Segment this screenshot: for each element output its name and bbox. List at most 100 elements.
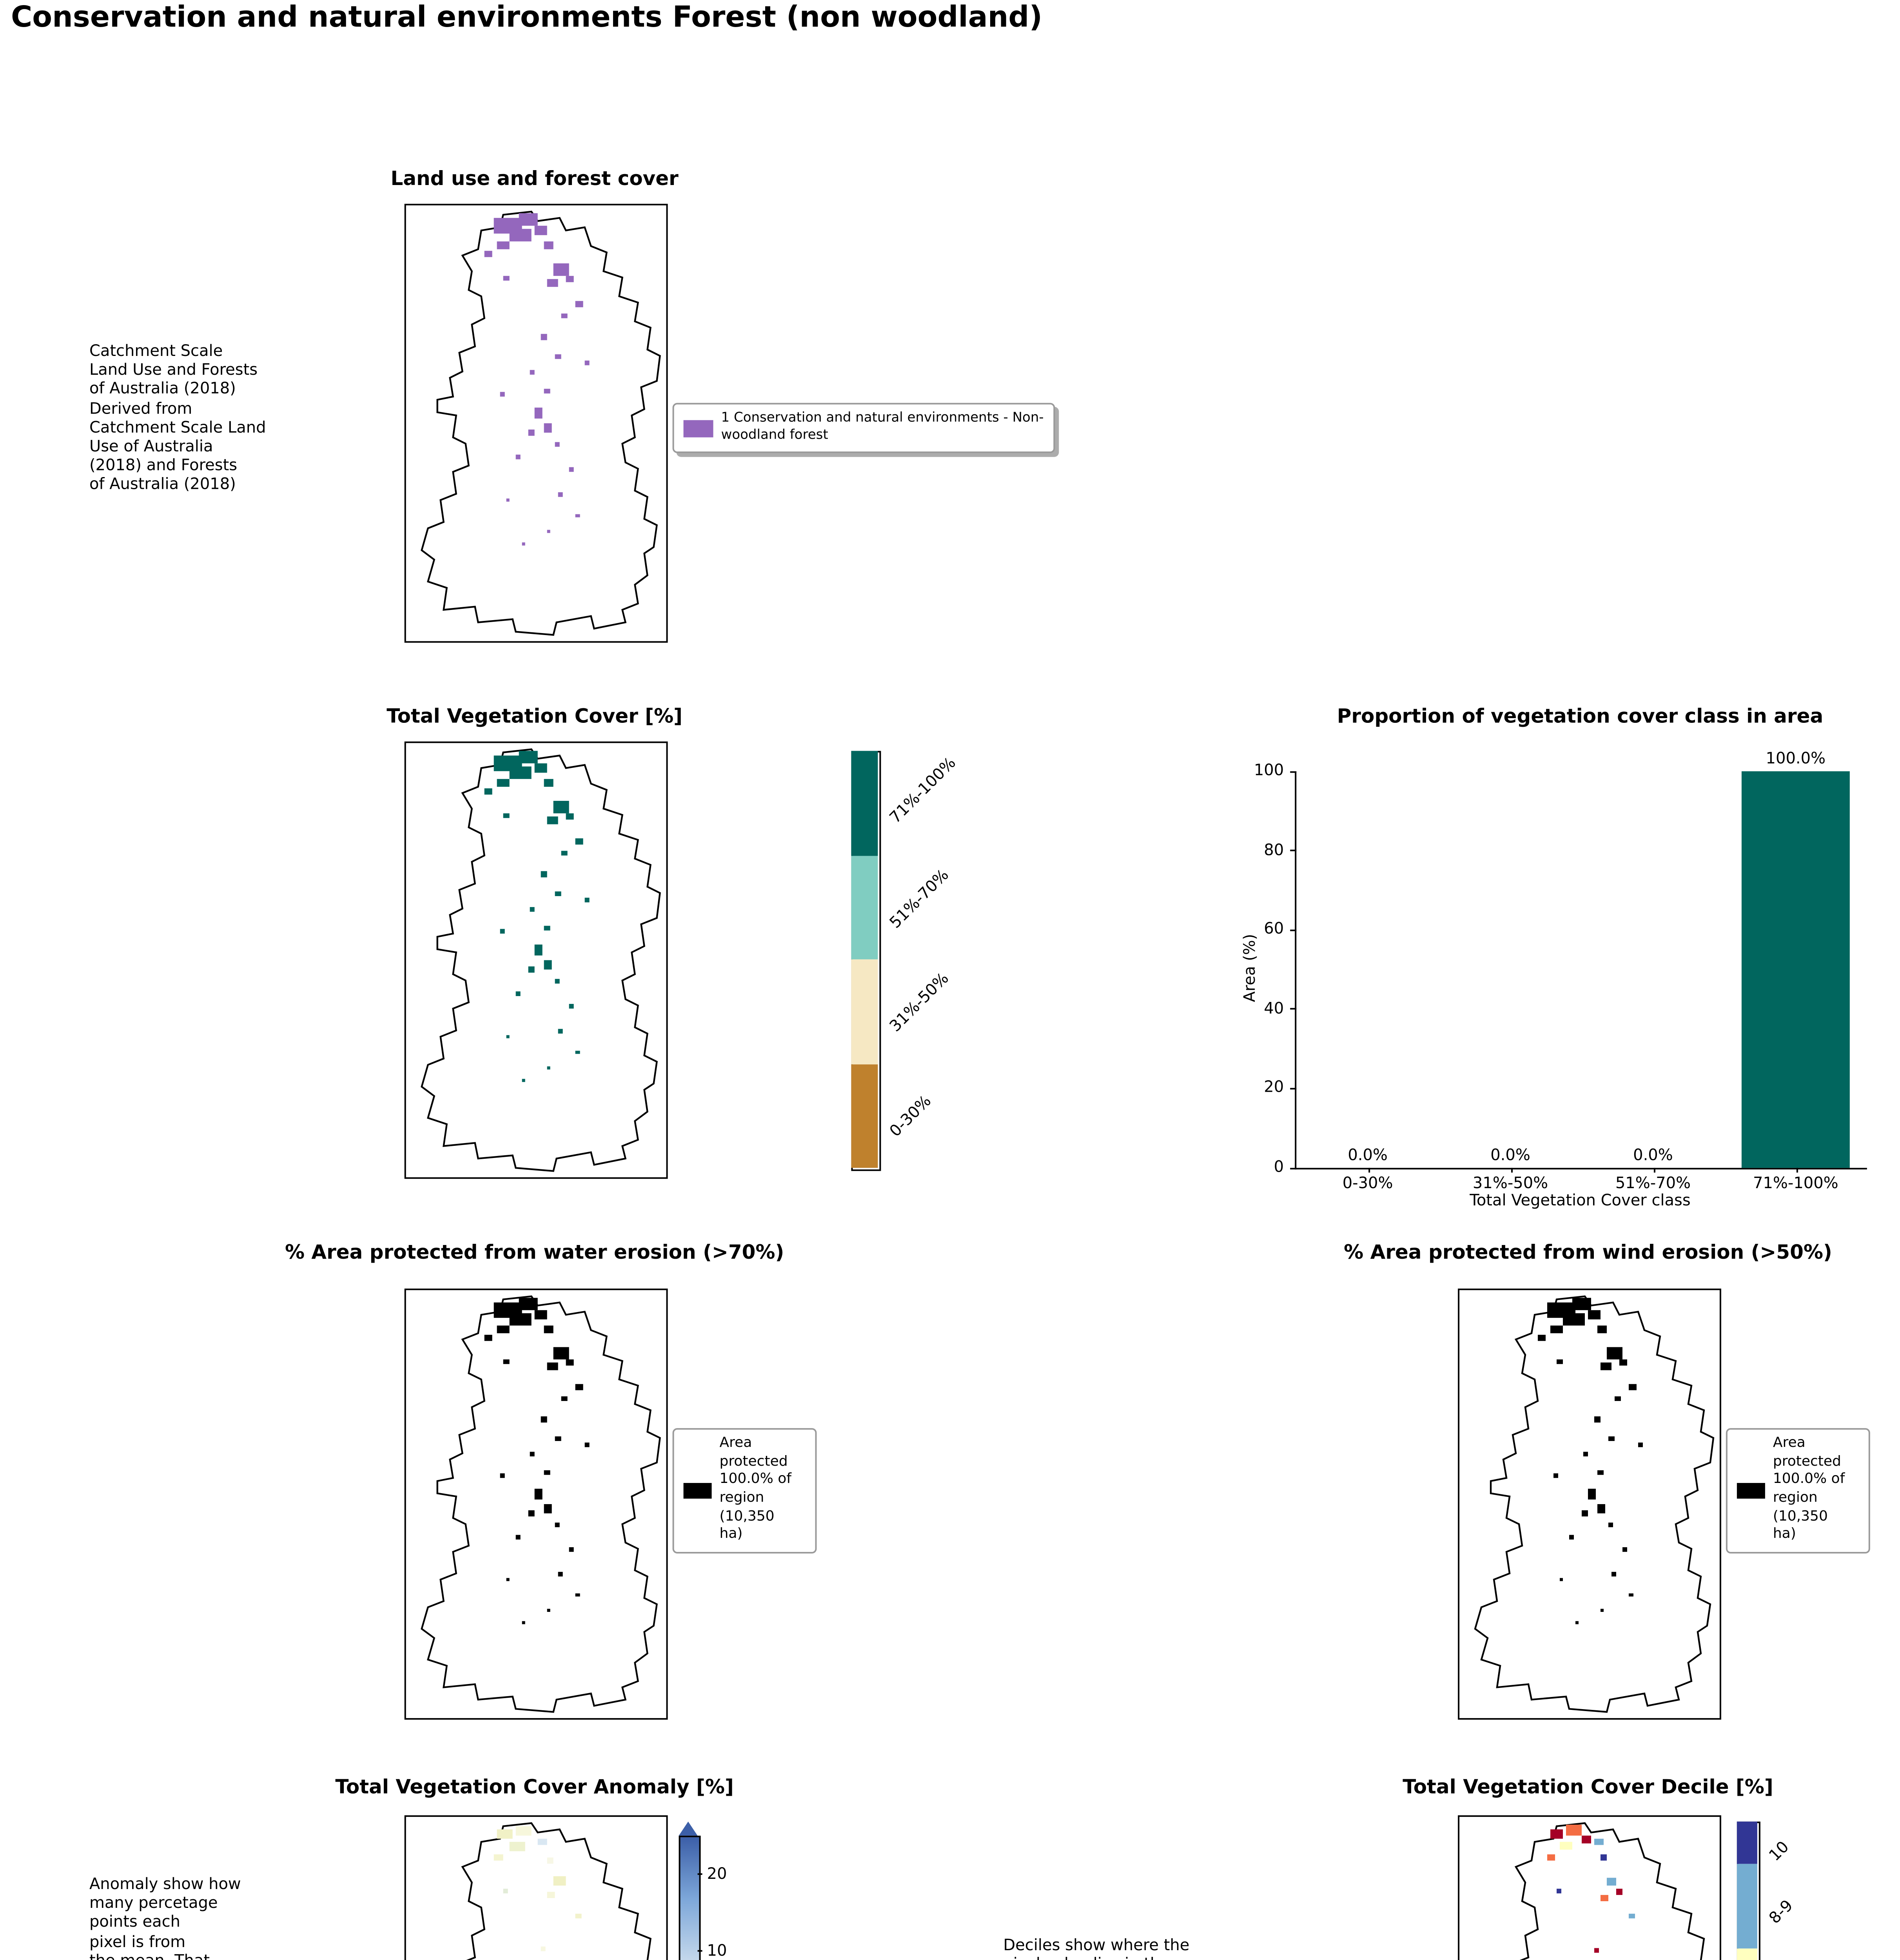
- map-patch: [519, 213, 538, 226]
- map-patch: [506, 1578, 510, 1581]
- map-patch: [484, 788, 492, 795]
- map-patch: [541, 871, 547, 878]
- map-patch: [1553, 1473, 1559, 1478]
- map-patch: [1563, 1313, 1585, 1326]
- map-patch: [584, 360, 590, 365]
- map-patch: [547, 1609, 550, 1612]
- colorbar-segment: [1737, 1949, 1757, 1960]
- map-patch: [534, 407, 543, 419]
- bar-value-label: 0.0%: [1348, 1147, 1388, 1165]
- x-tick: [1368, 1168, 1370, 1173]
- decile-colorbar: 108-94-72-31: [1737, 1821, 1797, 1960]
- map-patch: [553, 1876, 566, 1886]
- map-patch: [497, 241, 510, 249]
- map-patch: [1600, 1854, 1607, 1861]
- x-tick-label: 71%-100%: [1753, 1176, 1838, 1193]
- landuse-legend: 1 Conservation and natural environments …: [672, 403, 1055, 454]
- anomaly-title: Total Vegetation Cover Anomaly [%]: [335, 1774, 734, 1798]
- decile-explain-text: Deciles show where the pixel value lies …: [1003, 1937, 1190, 1960]
- water-legend-label: Area protected 100.0% of region (10,350 …: [719, 1436, 791, 1543]
- colorbar-label: 8-9: [1766, 1898, 1797, 1928]
- map-patch: [1594, 1416, 1601, 1423]
- map-patch: [530, 370, 535, 375]
- map-patch: [575, 1913, 582, 1918]
- map-patch: [515, 454, 521, 459]
- y-tick-label: 20: [1264, 1080, 1284, 1097]
- map-patch: [544, 1504, 552, 1514]
- y-tick: [1290, 1087, 1297, 1089]
- map-patch: [506, 1035, 510, 1038]
- map-patch: [534, 225, 547, 235]
- map-patch: [566, 276, 574, 282]
- map-patch: [1608, 1436, 1615, 1441]
- map-patch: [1597, 1470, 1604, 1475]
- map-patch: [1569, 1535, 1574, 1540]
- colorbar-tick: [697, 1950, 702, 1952]
- water-map: [404, 1289, 668, 1720]
- colorbar-segment: [851, 751, 878, 855]
- map-patch: [1597, 1504, 1605, 1514]
- map-patch: [522, 1621, 525, 1624]
- colorbar-gradient: [679, 1835, 701, 1960]
- map-patch: [1622, 1547, 1627, 1552]
- decile-map-svg: [1459, 1817, 1720, 1960]
- map-patch: [561, 851, 568, 856]
- map-patch: [519, 751, 538, 764]
- map-patch: [555, 1523, 560, 1527]
- landuse-legend-swatch: [683, 419, 713, 437]
- map-patch: [553, 263, 569, 276]
- anomaly-colorbar: 20100−10−20: [679, 1821, 773, 1960]
- map-patch: [1575, 1621, 1579, 1624]
- colorbar-tick-label: 10: [707, 1942, 727, 1960]
- wind-map-svg: [1459, 1290, 1720, 1718]
- landuse-title: Land use and forest cover: [390, 166, 679, 190]
- map-patch: [1628, 1384, 1637, 1390]
- map-patch: [515, 991, 521, 996]
- map-patch: [509, 1842, 525, 1851]
- map-patch: [497, 779, 510, 787]
- map-patch: [561, 313, 568, 318]
- map-patch: [503, 1889, 508, 1894]
- map-patch: [537, 1838, 547, 1845]
- map-patch: [534, 944, 543, 956]
- map-patch: [530, 1452, 535, 1457]
- catchment-outline: [422, 1296, 660, 1712]
- colorbar-label: 71%-100%: [887, 755, 960, 828]
- wind-legend: Area protected 100.0% of region (10,350 …: [1726, 1428, 1870, 1554]
- anomaly-explain-text: Anomaly show how many percetage points e…: [89, 1876, 241, 1960]
- map-patch: [1550, 1325, 1563, 1334]
- map-patch: [506, 498, 510, 502]
- x-tick-label: 31%-50%: [1472, 1176, 1548, 1193]
- x-tick-label: 0-30%: [1342, 1176, 1393, 1193]
- colorbar-label: 31%-50%: [887, 971, 953, 1036]
- map-patch: [1614, 1396, 1621, 1401]
- map-patch: [519, 1298, 538, 1310]
- map-patch: [541, 334, 547, 340]
- map-patch: [534, 1310, 547, 1319]
- map-patch: [1550, 1829, 1563, 1839]
- map-patch: [584, 1442, 590, 1447]
- x-tick: [1653, 1168, 1655, 1173]
- map-patch: [553, 1347, 569, 1359]
- map-patch: [575, 514, 580, 517]
- map-patch: [497, 1325, 510, 1334]
- colorbar-arrow-up: [679, 1821, 698, 1836]
- catchment-outline: [422, 212, 660, 635]
- wind-legend-swatch: [1737, 1483, 1765, 1499]
- map-patch: [534, 763, 547, 773]
- wind-legend-label: Area protected 100.0% of region (10,350 …: [1773, 1436, 1845, 1543]
- map-patch: [503, 813, 510, 818]
- map-patch: [584, 898, 590, 902]
- y-tick-label: 40: [1264, 1000, 1284, 1018]
- map-patch: [1638, 1442, 1643, 1447]
- map-patch: [500, 929, 505, 934]
- vegcover-map: [404, 741, 668, 1179]
- bar-value-label: 0.0%: [1633, 1147, 1673, 1165]
- map-patch: [1594, 1948, 1599, 1953]
- colorbar-tick-label: 20: [707, 1866, 727, 1883]
- map-patch: [1608, 1523, 1613, 1527]
- wind-map: [1458, 1289, 1721, 1720]
- y-tick-label: 0: [1274, 1159, 1284, 1177]
- map-patch: [544, 1325, 553, 1334]
- map-patch: [569, 467, 574, 472]
